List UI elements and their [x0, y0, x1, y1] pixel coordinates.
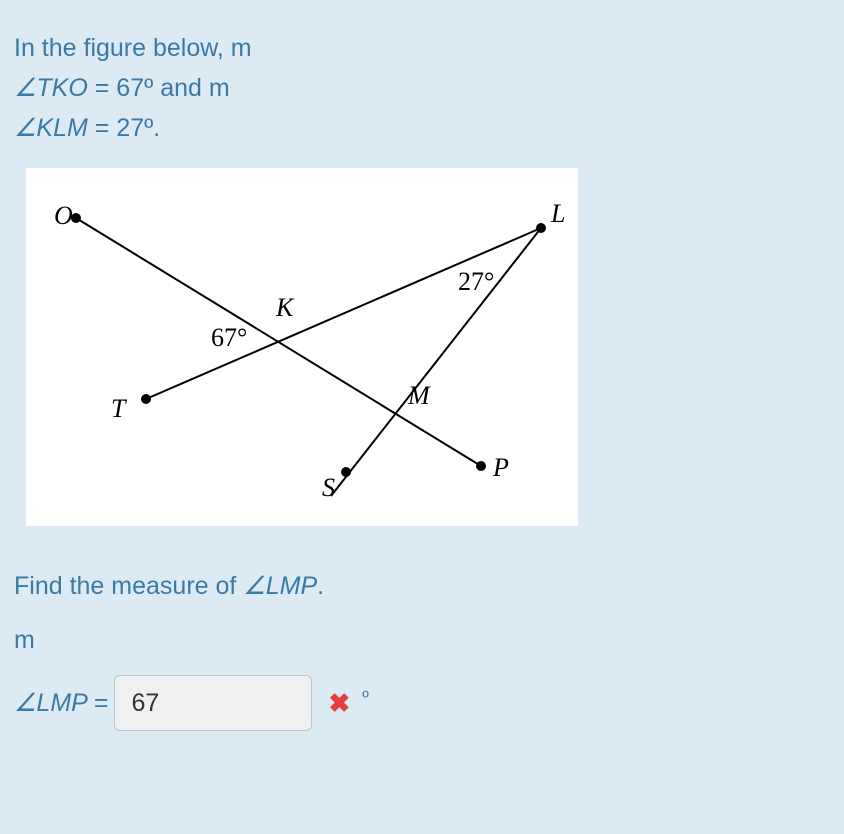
degree-unit: º	[362, 687, 369, 708]
point-S	[341, 467, 351, 477]
line-LS	[331, 228, 541, 496]
answer-row: m ∠LMP = ✖ º	[14, 626, 830, 731]
point-T	[141, 394, 151, 404]
answer-eq: =	[94, 689, 109, 718]
answer-m-label: m	[14, 626, 830, 655]
problem-line1: In the figure below, m	[14, 34, 252, 62]
angle-67: 67°	[211, 323, 247, 352]
point-L	[536, 223, 546, 233]
angle-tko: ∠TKO	[14, 74, 88, 102]
wrong-icon: ✖	[328, 688, 350, 719]
find-prefix: Find the measure of	[14, 572, 243, 600]
geometry-figure: O L K T M S P 67° 27°	[26, 168, 578, 526]
label-K: K	[275, 293, 295, 322]
label-T: T	[111, 394, 127, 423]
answer-input[interactable]	[114, 675, 312, 731]
answer-angle: ∠LMP	[14, 688, 88, 718]
label-O: O	[54, 201, 73, 230]
problem-line2-rest: = 67º and m	[88, 74, 230, 102]
line-TL	[146, 228, 541, 399]
diagram-svg: O L K T M S P 67° 27°	[26, 168, 578, 526]
find-angle: ∠LMP	[243, 572, 317, 600]
label-S: S	[322, 473, 335, 502]
problem-line3-rest: = 27º.	[88, 114, 160, 142]
label-L: L	[550, 199, 565, 228]
problem-statement: In the figure below, m ∠TKO = 67º and m …	[14, 28, 830, 148]
label-M: M	[407, 381, 431, 410]
point-P	[476, 461, 486, 471]
angle-klm: ∠KLM	[14, 114, 88, 142]
find-instruction: Find the measure of ∠LMP.	[14, 571, 830, 601]
angle-27: 27°	[458, 267, 494, 296]
label-P: P	[492, 453, 509, 482]
find-suffix: .	[317, 572, 324, 600]
